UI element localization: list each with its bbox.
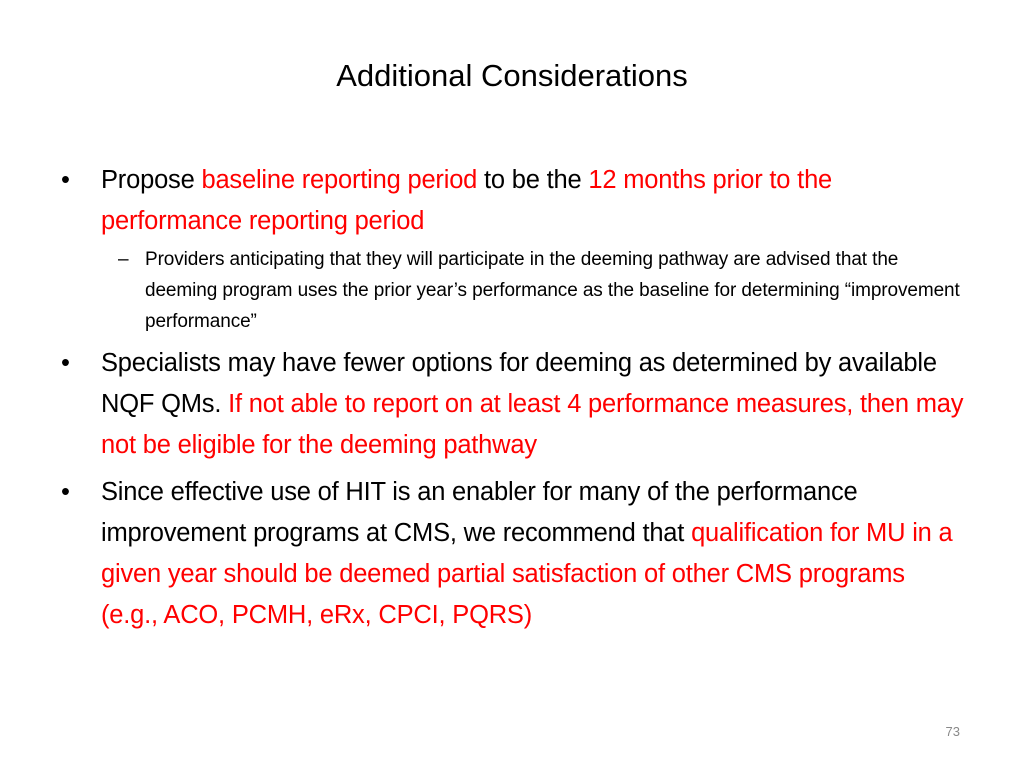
slide-body: • Propose baseline reporting period to b…	[55, 160, 965, 636]
highlight-text: qualification for MU in a given year sho…	[101, 519, 953, 629]
bullet-text: Since effective use of HIT is an enabler…	[101, 478, 858, 547]
bullet-marker: •	[61, 166, 70, 194]
sub-bullet-item-providers: – Providers anticipating that they will …	[118, 244, 965, 337]
bullet-text: Specialists may have fewer options for d…	[101, 349, 937, 418]
bullet-marker: •	[61, 478, 70, 506]
page-number: 73	[945, 724, 960, 739]
bullet-text: to be the	[477, 166, 589, 194]
highlight-text: baseline reporting period	[201, 166, 478, 194]
bullet-item-specialists: • Specialists may have fewer options for…	[55, 343, 965, 466]
highlight-text: If not able to report on at least 4 perf…	[101, 390, 964, 459]
bullet-item-baseline: • Propose baseline reporting period to b…	[55, 160, 965, 242]
bullet-text: Propose	[101, 166, 202, 194]
slide-title: Additional Considerations	[336, 58, 688, 93]
bullet-marker: •	[61, 349, 70, 377]
dash-marker: –	[118, 249, 129, 270]
highlight-text: 12 months prior to the performance repor…	[101, 166, 833, 235]
sub-bullet-text: Providers anticipating that they will pa…	[145, 249, 960, 332]
bullet-item-hit: • Since effective use of HIT is an enabl…	[55, 472, 965, 636]
